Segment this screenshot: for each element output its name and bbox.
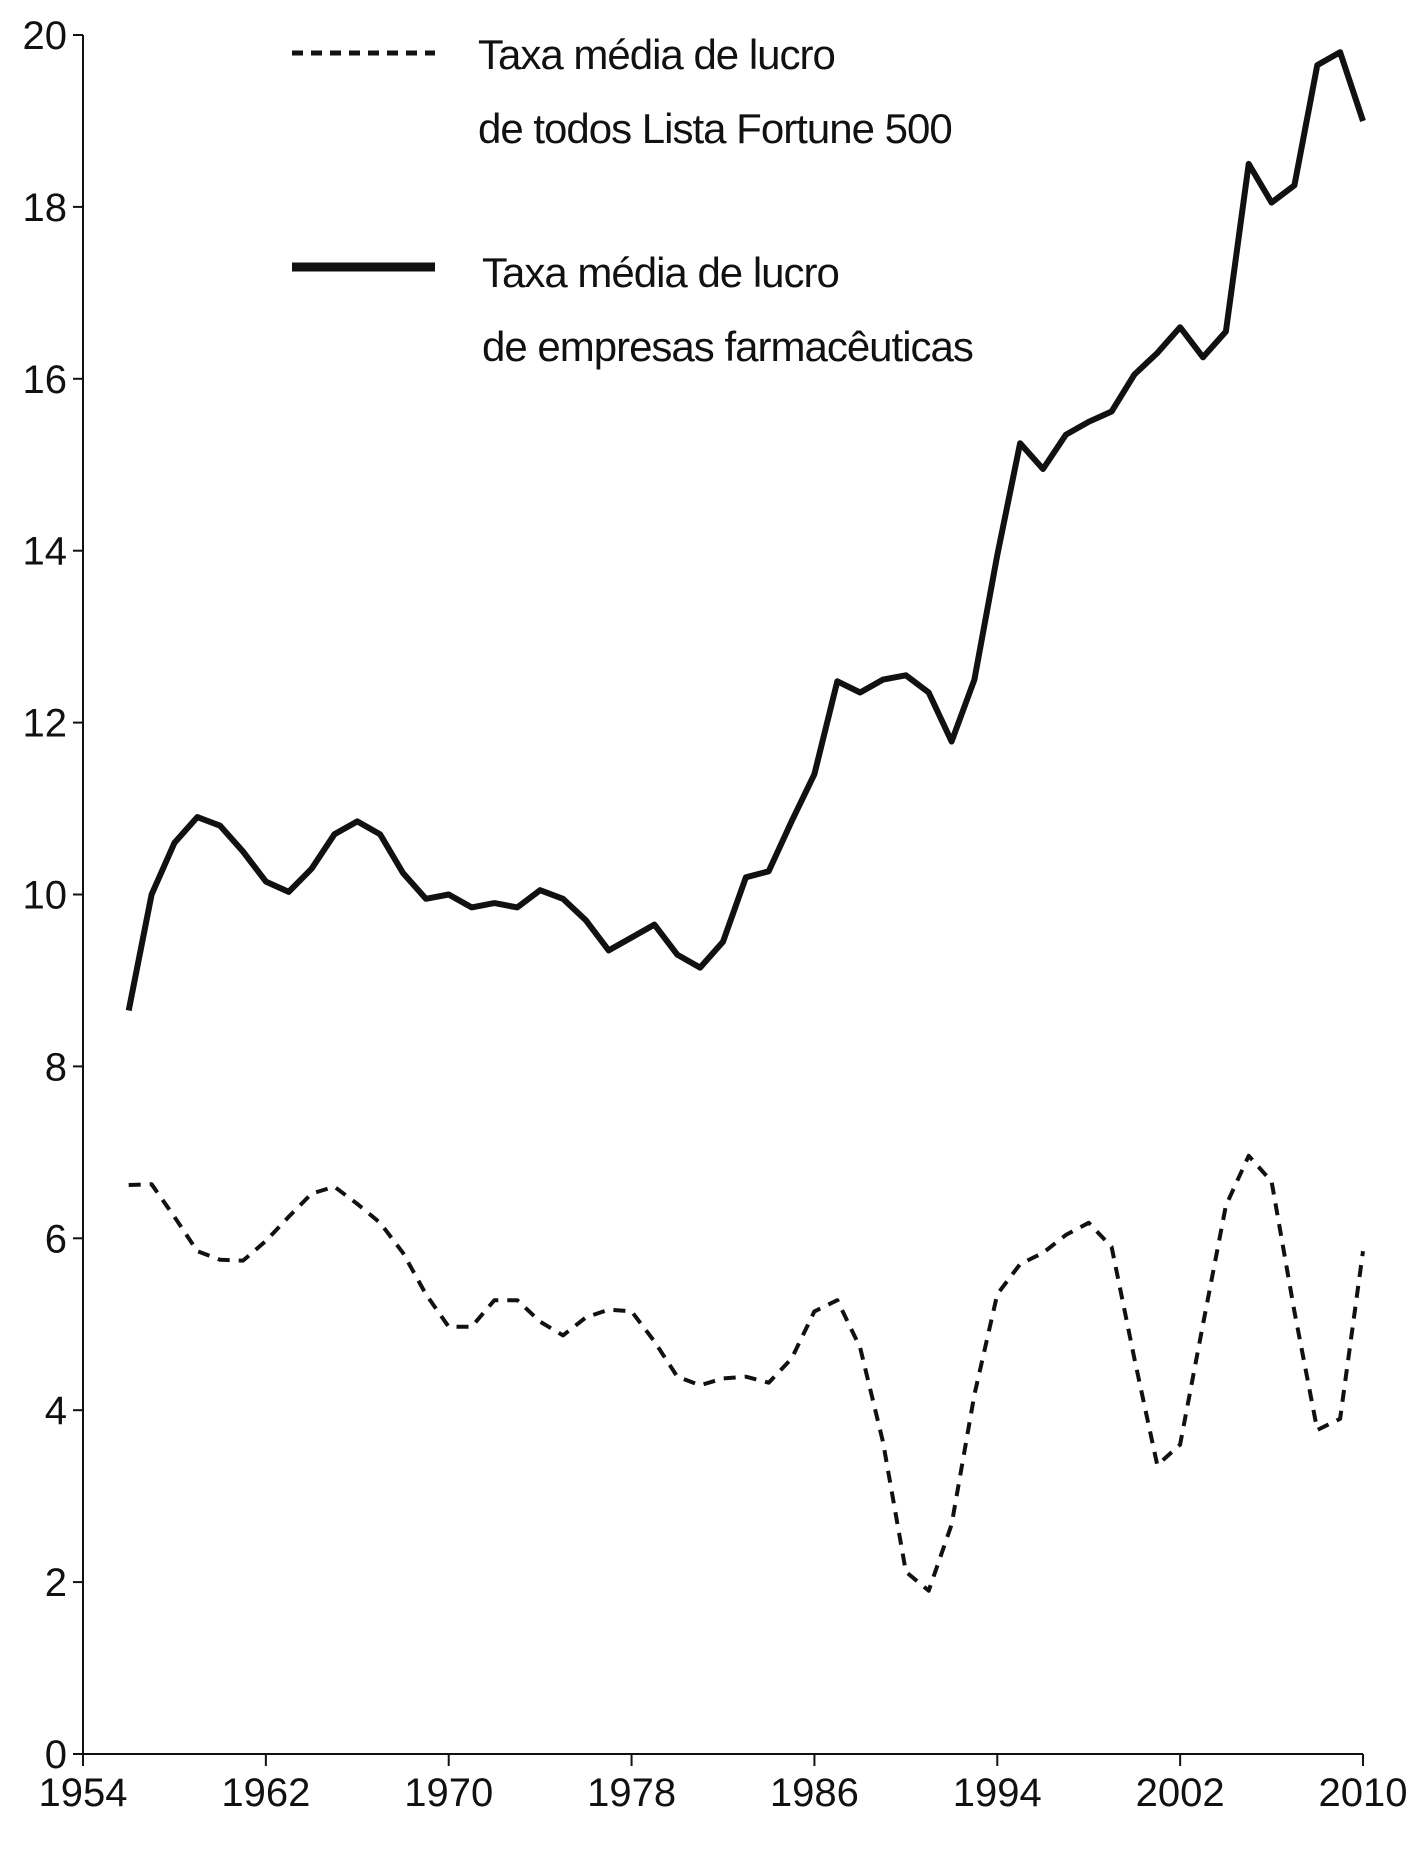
x-tick-label: 1962 xyxy=(221,1771,310,1815)
y-tick-label: 2 xyxy=(45,1561,67,1605)
y-tick-label: 14 xyxy=(23,530,68,574)
x-tick-label: 1986 xyxy=(770,1771,859,1815)
y-tick-label: 12 xyxy=(23,702,68,746)
y-tick-label: 10 xyxy=(23,874,68,918)
y-tick-label: 16 xyxy=(23,358,68,402)
legend-label: Taxa média de lucro de empresas farmacêu… xyxy=(482,249,974,370)
legend-label: Taxa média de lucro de todos Lista Fortu… xyxy=(478,31,953,152)
y-tick-label: 4 xyxy=(45,1389,67,1433)
line-series xyxy=(125,49,1366,1012)
y-tick-label: 8 xyxy=(45,1045,67,1089)
x-tick-label: 1994 xyxy=(953,1771,1042,1815)
y-tick-label: 0 xyxy=(45,1733,67,1777)
y-tick-label: 6 xyxy=(45,1217,67,1261)
line-series xyxy=(128,1153,1365,1593)
y-tick-label: 18 xyxy=(23,186,68,230)
y-tick-label: 20 xyxy=(23,14,68,58)
x-tick-label: 1970 xyxy=(404,1771,493,1815)
x-tick-label: 2010 xyxy=(1319,1771,1408,1815)
x-tick-label: 1978 xyxy=(587,1771,676,1815)
x-tick-label: 1954 xyxy=(39,1771,128,1815)
x-tick-label: 2002 xyxy=(1136,1771,1225,1815)
